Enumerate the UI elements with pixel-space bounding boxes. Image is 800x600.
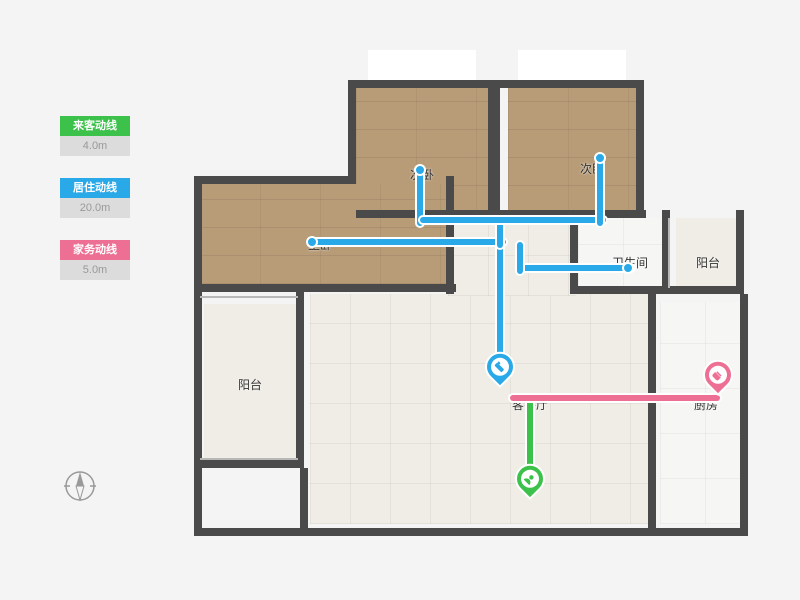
wall-thin (200, 458, 298, 460)
flow-segment (312, 239, 506, 245)
wall (648, 528, 748, 536)
wall (636, 80, 644, 216)
legend-distance-living: 20.0m (60, 198, 130, 218)
flow-endpoint (594, 152, 606, 164)
room-kitchen (660, 302, 740, 524)
wall (446, 176, 454, 294)
flow-marker-bed (485, 352, 515, 390)
legend-label-chores: 家务动线 (60, 240, 130, 260)
wall (194, 284, 456, 292)
wall (300, 468, 308, 536)
flow-endpoint (622, 262, 634, 274)
wall (488, 80, 500, 216)
room-hall (448, 216, 576, 296)
wall (194, 176, 202, 536)
legend-label-guest: 来客动线 (60, 116, 130, 136)
wall (194, 460, 304, 468)
room-top-gap2 (518, 50, 626, 80)
room-bedroom2b (508, 88, 636, 214)
flow-endpoint (414, 164, 426, 176)
flow-endpoint (306, 236, 318, 248)
wall (348, 80, 356, 180)
legend-distance-chores: 5.0m (60, 260, 130, 280)
wall-thin (200, 296, 298, 298)
wall (736, 210, 744, 294)
flow-marker-pot (703, 360, 733, 398)
wall (740, 294, 748, 536)
wall (194, 528, 660, 536)
wall (570, 286, 742, 294)
compass-icon (62, 468, 98, 504)
flow-segment (510, 395, 720, 401)
legend-item-chores: 家务动线 5.0m (60, 240, 140, 280)
flow-segment (420, 217, 606, 223)
room-living (310, 294, 648, 524)
flow-marker-person (515, 464, 545, 502)
room-master (200, 184, 446, 284)
flow-segment (497, 220, 503, 248)
room-label-balcony-r: 阳台 (696, 254, 720, 271)
legend-item-guest: 来客动线 4.0m (60, 116, 140, 156)
flow-segment (517, 242, 523, 274)
legend-item-living: 居住动线 20.0m (60, 178, 140, 218)
legend-label-living: 居住动线 (60, 178, 130, 198)
wall (296, 284, 304, 464)
room-top-gap1 (368, 50, 476, 80)
wall (194, 176, 356, 184)
flow-segment (597, 160, 603, 226)
legend-panel: 来客动线 4.0m 居住动线 20.0m 家务动线 5.0m (60, 116, 140, 302)
room-label-balcony-l: 阳台 (238, 376, 262, 393)
wall-thin (668, 218, 670, 288)
wall (648, 294, 656, 536)
flow-segment (520, 265, 634, 271)
floor-plan: 次卧次卧主卧卫生间阳台阳台客餐厅厨房 (200, 50, 760, 540)
legend-distance-guest: 4.0m (60, 136, 130, 156)
